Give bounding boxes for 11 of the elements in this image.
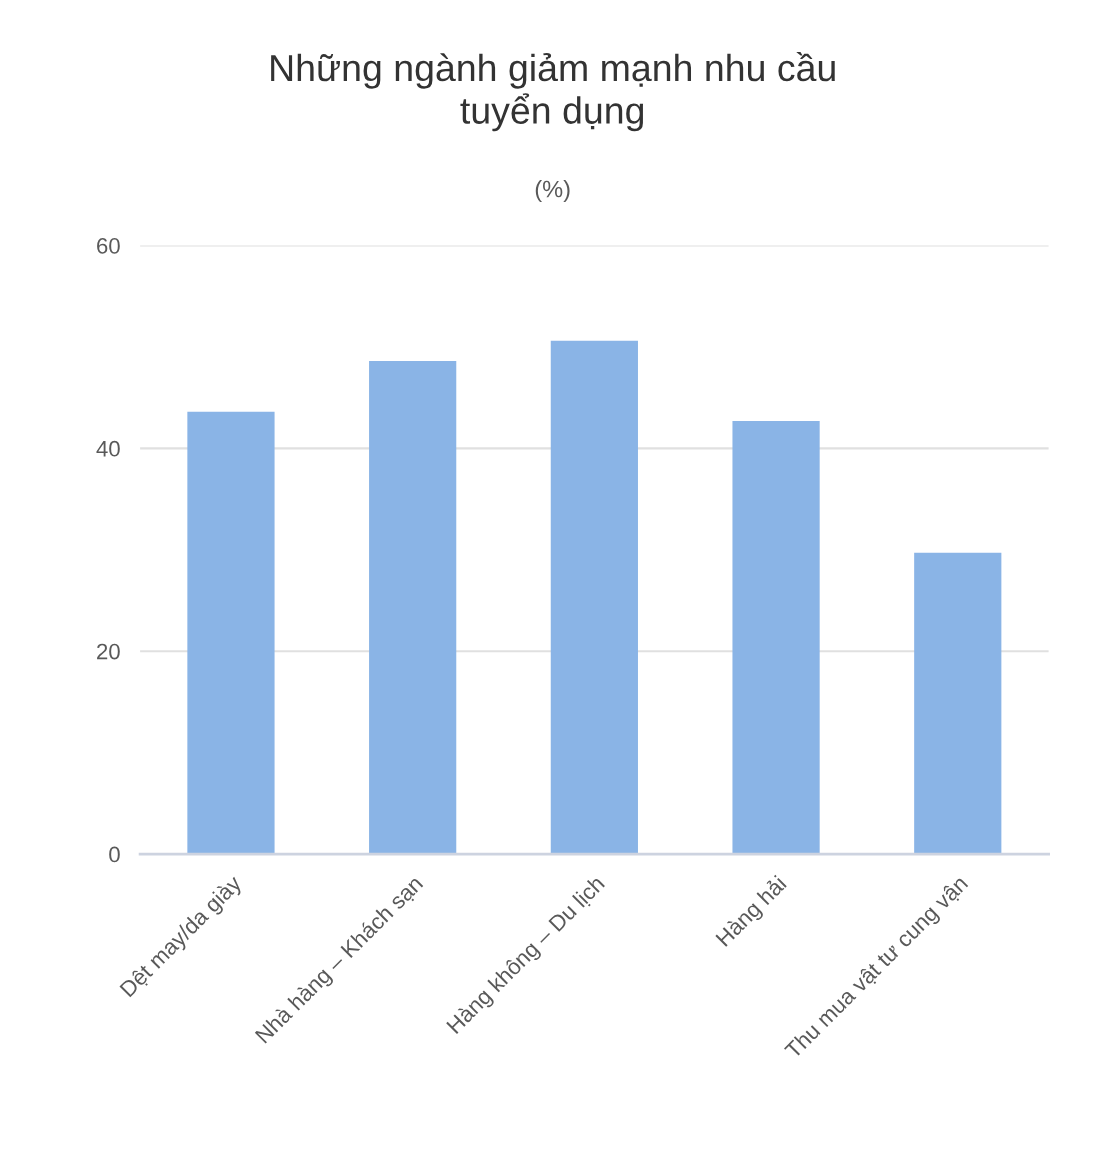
bar [550,340,638,855]
bar [914,552,1002,855]
bar [187,411,275,855]
chart-title: Những ngành giảm mạnh nhu cầu tuyển dụng [271,52,835,132]
y-tick-label: 0 [109,846,120,863]
y-tick-label: 20 [97,643,120,660]
y-tick-label: 60 [97,238,120,254]
chart-subtitle: (%) [535,180,570,203]
bar [732,420,820,855]
bar [369,361,457,855]
y-tick-label: 40 [96,440,120,457]
